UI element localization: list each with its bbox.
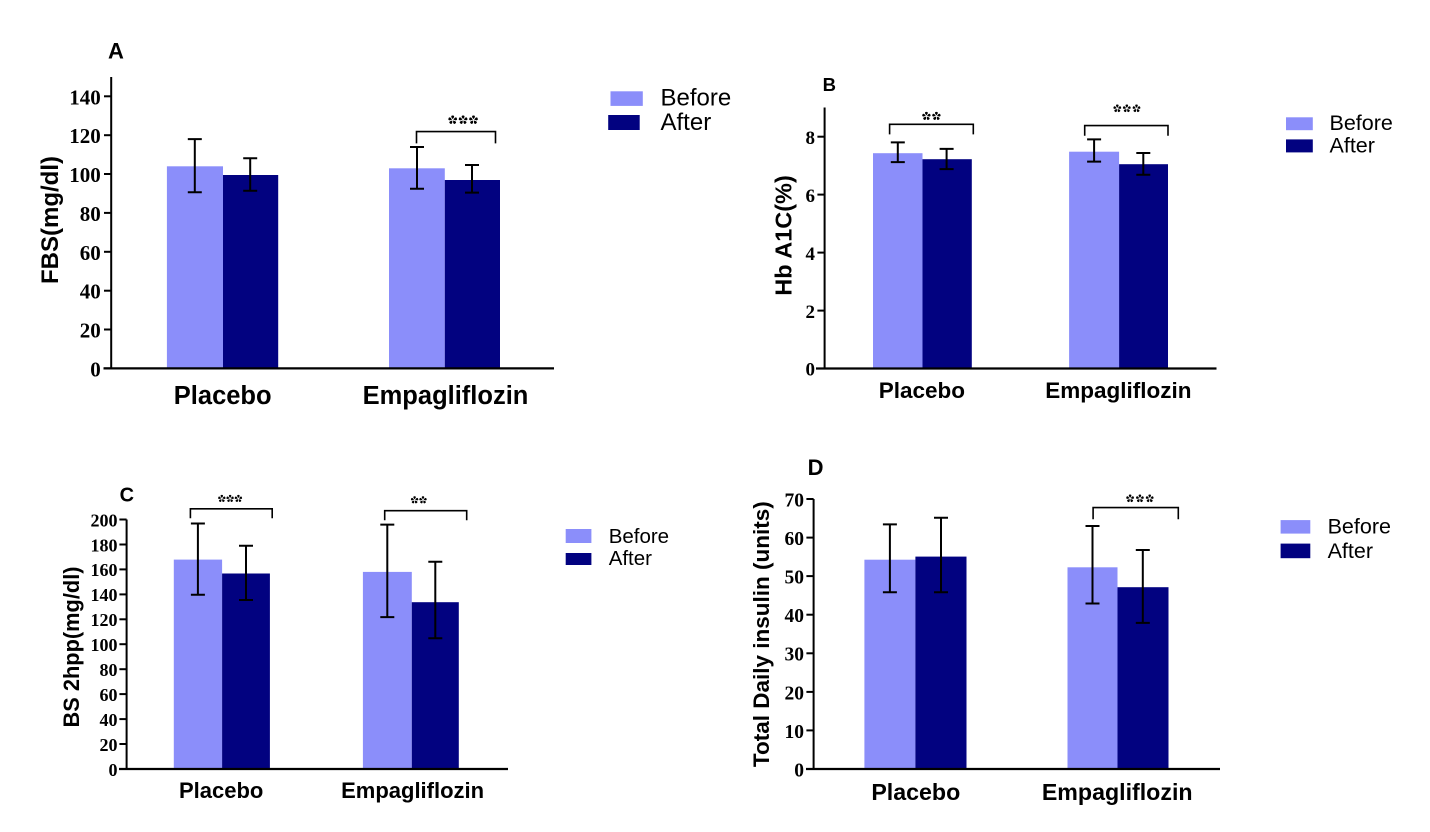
svg-text:8: 8 [806,128,816,149]
svg-text:After: After [609,547,652,570]
svg-text:6: 6 [806,186,816,207]
svg-text:120: 120 [91,610,118,630]
svg-text:4: 4 [806,244,816,265]
svg-text:Placebo: Placebo [174,382,272,410]
svg-text:80: 80 [100,660,118,680]
svg-text:Empagliflozin: Empagliflozin [1042,779,1193,805]
svg-text:Placebo: Placebo [879,378,965,403]
svg-text:40: 40 [80,280,101,304]
svg-text:10: 10 [785,722,805,743]
svg-text:A: A [108,38,124,63]
svg-text:0: 0 [90,357,101,381]
svg-text:After: After [1330,133,1375,157]
svg-text:20: 20 [785,683,805,704]
svg-text:100: 100 [69,163,101,187]
svg-text:80: 80 [80,202,101,226]
svg-text:70: 70 [785,490,805,511]
svg-text:30: 30 [785,645,805,666]
svg-text:180: 180 [91,535,118,555]
svg-text:0: 0 [109,760,118,780]
svg-text:Before: Before [1328,515,1391,539]
svg-text:Placebo: Placebo [179,778,263,803]
svg-text:Before: Before [609,525,669,548]
svg-text:Empagliflozin: Empagliflozin [1045,378,1191,403]
svg-text:D: D [808,455,824,480]
svg-text:2: 2 [806,302,816,323]
svg-text:FBS(mg/dl): FBS(mg/dl) [37,156,64,284]
svg-text:Placebo: Placebo [871,779,960,805]
svg-text:B: B [823,74,836,95]
svg-text:60: 60 [100,685,118,705]
svg-text:50: 50 [785,568,805,589]
svg-text:40: 40 [785,606,805,627]
svg-text:Before: Before [1330,111,1393,135]
svg-text:200: 200 [91,510,118,530]
svg-text:Empagliflozin: Empagliflozin [341,778,484,803]
svg-text:60: 60 [80,241,101,265]
svg-text:0: 0 [794,760,804,781]
svg-text:Hb A1C(%): Hb A1C(%) [771,175,797,296]
svg-text:20: 20 [80,319,101,343]
svg-text:140: 140 [91,585,118,605]
svg-text:Total Daily insulin (units): Total Daily insulin (units) [749,501,774,767]
svg-text:C: C [120,485,134,507]
svg-text:60: 60 [785,529,805,550]
svg-text:Empagliflozin: Empagliflozin [363,382,529,410]
svg-text:After: After [661,109,712,136]
svg-text:100: 100 [91,635,118,655]
svg-text:Before: Before [661,85,732,112]
svg-text:BS 2hpp(mg/dl): BS 2hpp(mg/dl) [59,566,84,727]
svg-text:40: 40 [100,710,118,730]
svg-text:20: 20 [100,735,118,755]
svg-text:120: 120 [69,124,101,148]
svg-text:After: After [1328,539,1373,563]
svg-text:140: 140 [69,85,101,109]
svg-text:160: 160 [91,560,118,580]
svg-text:0: 0 [806,360,816,381]
